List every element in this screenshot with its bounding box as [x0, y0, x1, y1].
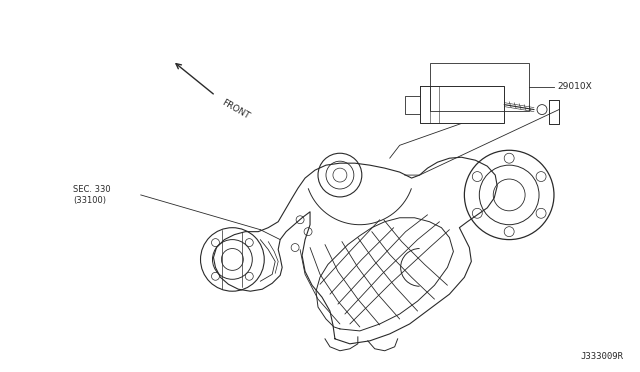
- Bar: [429, 63, 529, 110]
- Text: SEC. 330
(33100): SEC. 330 (33100): [73, 185, 111, 205]
- Text: 29010X: 29010X: [557, 82, 592, 91]
- Text: FRONT: FRONT: [220, 98, 252, 121]
- Text: J333009R: J333009R: [580, 352, 623, 361]
